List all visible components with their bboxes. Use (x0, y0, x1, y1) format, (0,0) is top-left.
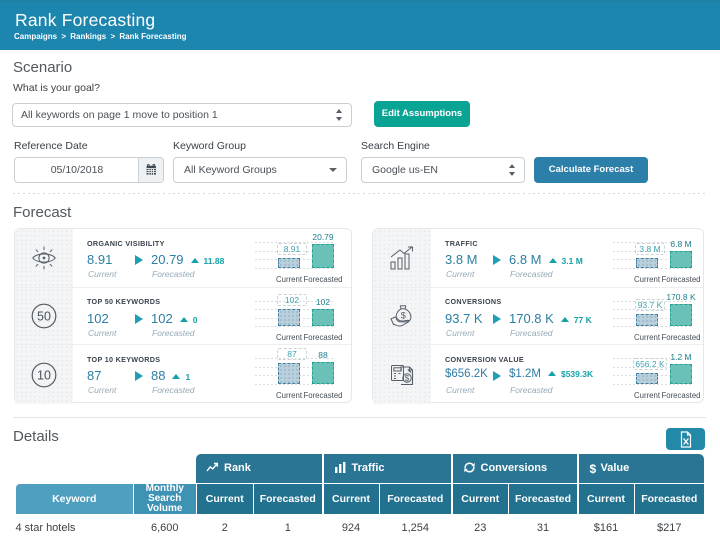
svg-text:50: 50 (37, 309, 51, 323)
svg-text:$: $ (405, 374, 410, 383)
svg-text:10: 10 (37, 368, 51, 382)
svg-text:$: $ (401, 310, 406, 320)
